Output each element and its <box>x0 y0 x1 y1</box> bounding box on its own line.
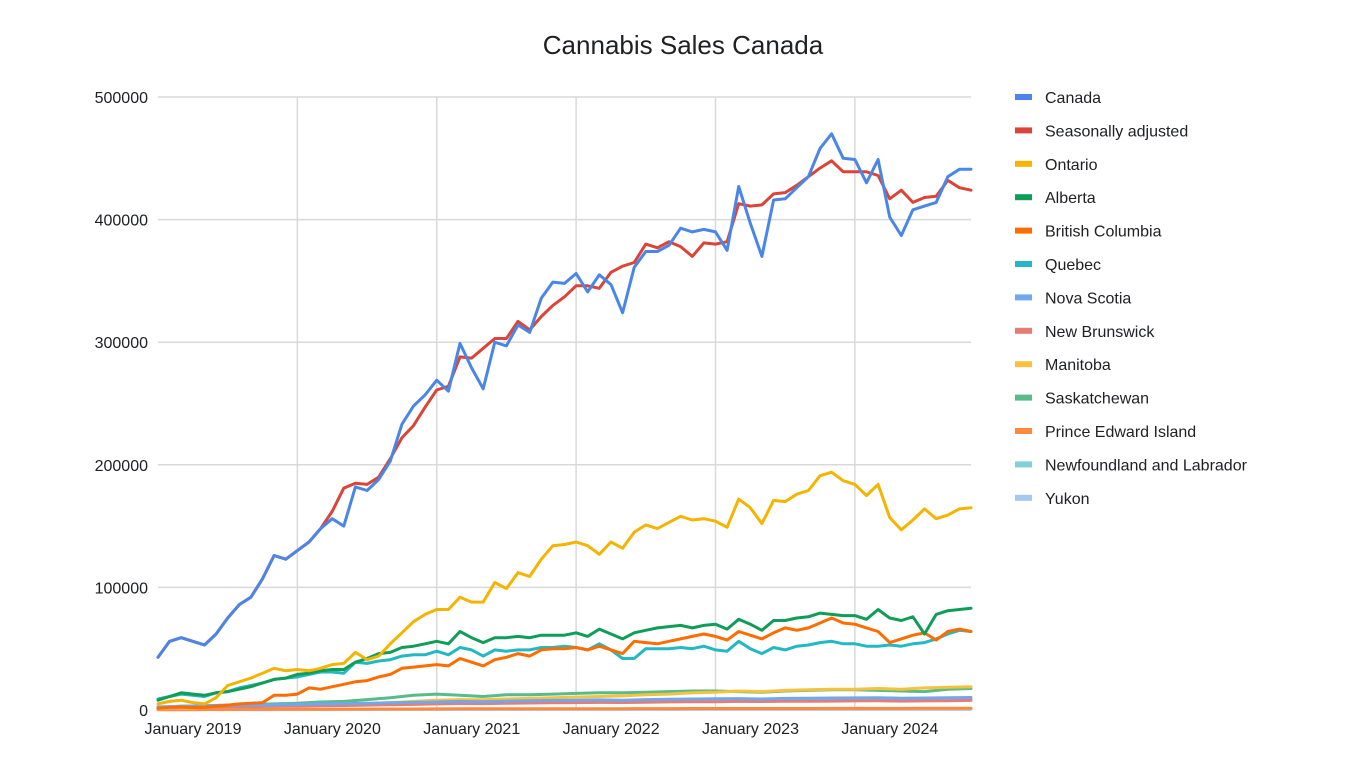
chart-title: Cannabis Sales Canada <box>543 30 824 60</box>
series-line-alberta <box>156 606 973 702</box>
y-tick-label: 0 <box>139 703 148 720</box>
x-tick-label: January 2021 <box>423 721 520 738</box>
legend-swatch <box>1015 361 1032 368</box>
y-tick-label: 100000 <box>95 580 148 597</box>
legend-swatch <box>1015 461 1032 468</box>
series-line-canada <box>156 132 973 659</box>
x-tick-label: January 2019 <box>145 721 242 738</box>
legend-label: Alberta <box>1045 190 1096 207</box>
legend-label: Saskatchewan <box>1045 391 1149 408</box>
x-tick-label: January 2024 <box>841 721 938 738</box>
series-line-seasonally-adjusted <box>156 159 973 659</box>
legend-swatch <box>1015 94 1032 100</box>
legend-label: New Brunswick <box>1045 324 1155 341</box>
series-line-nova-scotia <box>156 696 973 709</box>
series-line-ontario <box>156 470 973 706</box>
legend-swatch <box>1015 160 1032 167</box>
legend-label: Canada <box>1045 90 1101 107</box>
legend-swatch <box>1015 127 1032 134</box>
legend-label: Newfoundland and Labrador <box>1045 457 1248 474</box>
legend-swatch <box>1015 494 1032 501</box>
legend-swatch <box>1015 294 1032 301</box>
y-tick-label: 500000 <box>95 90 148 107</box>
legend-label: Quebec <box>1045 257 1101 274</box>
y-tick-label: 400000 <box>95 213 148 230</box>
y-tick-label: 300000 <box>95 335 148 352</box>
series-line-prince-edward-island <box>156 706 973 712</box>
legend-swatch <box>1015 261 1032 267</box>
legend-label: Seasonally adjusted <box>1045 123 1188 140</box>
legend-swatch <box>1015 194 1032 201</box>
x-tick-label: January 2020 <box>284 721 381 738</box>
x-tick-label: January 2023 <box>702 721 799 738</box>
legend-label: Prince Edward Island <box>1045 424 1196 441</box>
legend: Canada Seasonally adjusted Ontario Alberta B… <box>1015 90 1248 508</box>
series-lines <box>156 132 973 712</box>
series-line-new-brunswick <box>156 698 973 710</box>
legend-swatch <box>1015 227 1032 234</box>
legend-swatch <box>1015 327 1032 334</box>
x-tick-label: January 2022 <box>563 721 660 738</box>
series-line-quebec <box>156 628 973 701</box>
legend-swatch <box>1015 394 1032 401</box>
legend-label: Ontario <box>1045 157 1098 174</box>
legend-label: Nova Scotia <box>1045 290 1131 307</box>
legend-label: British Columbia <box>1045 224 1162 241</box>
legend-label: Yukon <box>1045 491 1089 508</box>
grid-lines <box>158 96 971 711</box>
y-tick-label: 200000 <box>95 458 148 475</box>
legend-label: Manitoba <box>1045 357 1111 374</box>
axis-labels: 0 100000 200000 300000 400000 500000 January 2… <box>95 90 939 738</box>
legend-swatch <box>1015 428 1032 434</box>
series-line-british-columbia <box>156 616 973 710</box>
